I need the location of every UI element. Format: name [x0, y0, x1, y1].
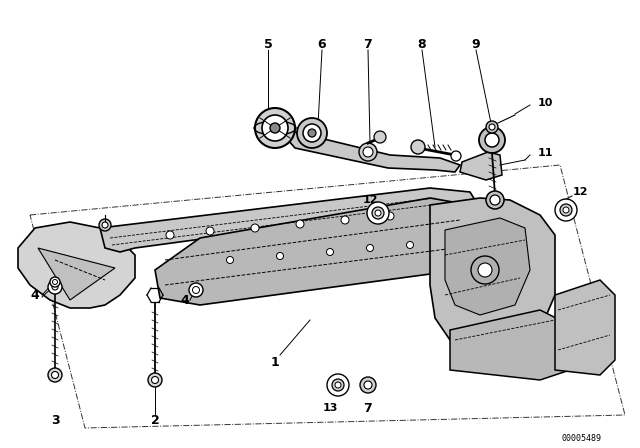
Circle shape	[50, 277, 60, 287]
Circle shape	[206, 227, 214, 235]
Text: 5: 5	[264, 38, 273, 51]
Circle shape	[152, 376, 159, 383]
Text: 1: 1	[271, 356, 280, 369]
Polygon shape	[555, 280, 615, 375]
Circle shape	[326, 249, 333, 255]
Circle shape	[359, 143, 377, 161]
Circle shape	[48, 280, 62, 294]
Circle shape	[367, 245, 374, 251]
Polygon shape	[430, 198, 555, 350]
Circle shape	[335, 382, 341, 388]
Circle shape	[303, 124, 321, 142]
Circle shape	[386, 212, 394, 220]
Circle shape	[99, 219, 111, 231]
Text: 00005489: 00005489	[562, 434, 602, 443]
Circle shape	[411, 140, 425, 154]
Polygon shape	[460, 152, 502, 180]
Text: 4: 4	[180, 293, 189, 306]
Circle shape	[262, 115, 288, 141]
Circle shape	[296, 220, 304, 228]
Circle shape	[148, 373, 162, 387]
Circle shape	[51, 371, 58, 379]
Circle shape	[374, 131, 386, 143]
Circle shape	[48, 368, 62, 382]
Polygon shape	[445, 218, 530, 315]
Circle shape	[375, 210, 381, 216]
Circle shape	[363, 147, 373, 157]
Circle shape	[332, 379, 344, 391]
Polygon shape	[100, 188, 475, 252]
Circle shape	[341, 216, 349, 224]
Circle shape	[372, 207, 384, 219]
Text: 9: 9	[472, 38, 480, 51]
Polygon shape	[288, 132, 460, 172]
Polygon shape	[155, 198, 475, 305]
Circle shape	[478, 263, 492, 277]
Polygon shape	[18, 222, 135, 308]
Circle shape	[490, 195, 500, 205]
Circle shape	[360, 377, 376, 393]
Circle shape	[52, 280, 58, 284]
Circle shape	[251, 224, 259, 232]
Text: 12: 12	[572, 187, 588, 197]
Circle shape	[276, 253, 284, 259]
Circle shape	[297, 118, 327, 148]
Circle shape	[255, 108, 295, 148]
Circle shape	[193, 287, 200, 293]
Text: 3: 3	[51, 414, 60, 426]
Text: 4: 4	[31, 289, 40, 302]
Circle shape	[563, 207, 569, 213]
Circle shape	[486, 191, 504, 209]
Text: 6: 6	[317, 38, 326, 51]
Text: 2: 2	[150, 414, 159, 426]
Polygon shape	[38, 248, 115, 300]
Text: 12: 12	[362, 195, 378, 205]
Circle shape	[52, 284, 58, 290]
Text: 7: 7	[364, 38, 372, 51]
Text: 8: 8	[418, 38, 426, 51]
Circle shape	[486, 121, 498, 133]
Circle shape	[451, 151, 461, 161]
Circle shape	[189, 283, 203, 297]
Circle shape	[471, 256, 499, 284]
Circle shape	[327, 374, 349, 396]
Circle shape	[102, 222, 108, 228]
Circle shape	[560, 204, 572, 216]
Circle shape	[308, 129, 316, 137]
Circle shape	[479, 127, 505, 153]
Text: 10: 10	[538, 98, 554, 108]
Circle shape	[406, 241, 413, 249]
Circle shape	[227, 257, 234, 263]
Text: 11: 11	[538, 148, 554, 158]
Circle shape	[166, 231, 174, 239]
Circle shape	[364, 381, 372, 389]
Circle shape	[270, 123, 280, 133]
Circle shape	[555, 199, 577, 221]
Text: 13: 13	[323, 403, 338, 413]
Circle shape	[489, 124, 495, 130]
Circle shape	[367, 202, 389, 224]
Circle shape	[485, 133, 499, 147]
Text: 7: 7	[364, 401, 372, 414]
Polygon shape	[450, 310, 570, 380]
